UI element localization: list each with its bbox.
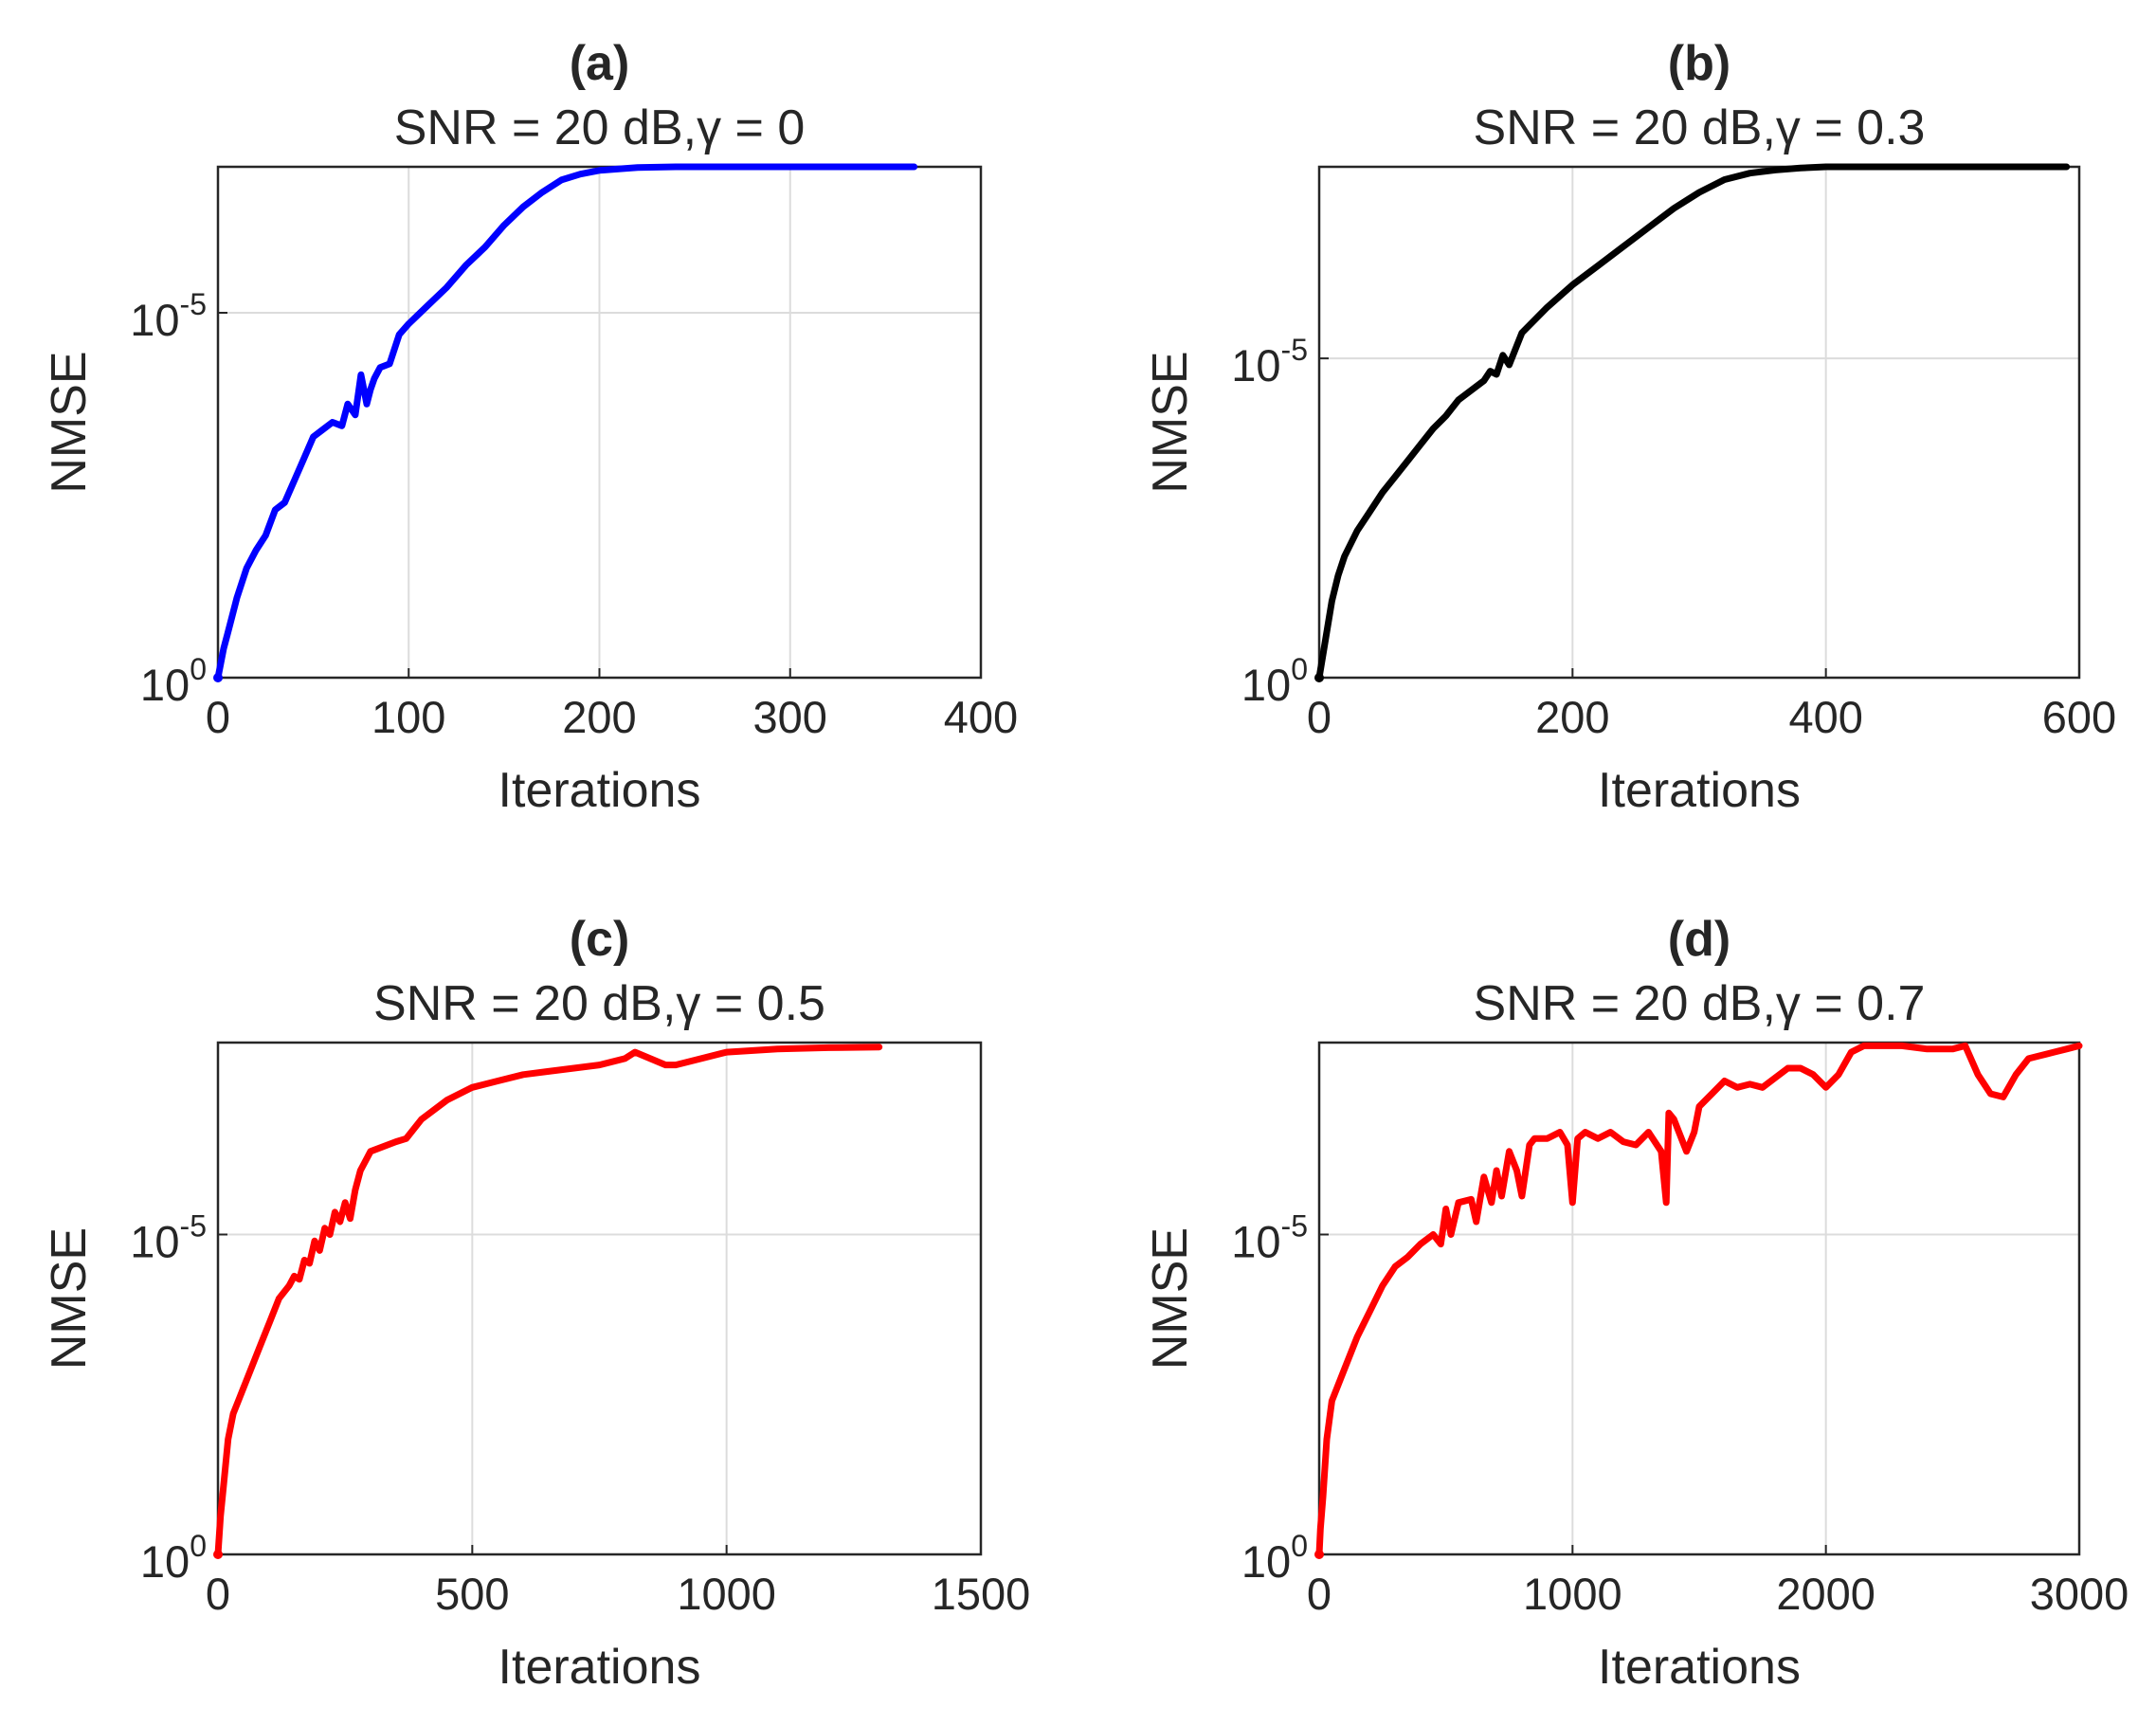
panel-label: (a)	[570, 36, 630, 91]
y-tick-exponent: -5	[1281, 1209, 1308, 1244]
x-axis-label: Iterations	[1598, 1640, 1801, 1695]
series-start-point	[213, 673, 223, 682]
y-tick-label: 10-5	[1231, 1209, 1308, 1267]
series-start-point	[213, 1550, 223, 1559]
series-line-0	[1315, 163, 2071, 681]
x-axis-label: Iterations	[498, 1640, 701, 1695]
y-tick-exponent: -5	[180, 287, 207, 321]
x-tick-label: 0	[1307, 692, 1332, 742]
y-tick-exponent: -5	[180, 1209, 207, 1244]
y-axis-label: NMSE	[1143, 1227, 1198, 1370]
x-tick-label: 400	[944, 692, 1018, 742]
x-tick-label: 500	[435, 1569, 509, 1619]
y-tick-base: 10	[140, 660, 190, 710]
y-tick-exponent: 0	[1291, 652, 1308, 686]
chart-title: SNR = 20 dB,γ = 0.3	[1474, 100, 1926, 155]
x-tick-label: 2000	[1776, 1569, 1875, 1619]
x-tick-label: 0	[1307, 1569, 1332, 1619]
chart-title: SNR = 20 dB,γ = 0.5	[373, 976, 825, 1031]
y-tick-base: 10	[1231, 340, 1280, 390]
x-tick-label: 0	[206, 1569, 230, 1619]
y-tick-label: 10-5	[130, 1209, 207, 1267]
series-start-point	[1314, 673, 1324, 682]
plot-frame	[216, 165, 983, 680]
subplot-a: (a)SNR = 20 dB,γ = 00 100 200 300 40010010-5…	[42, 36, 1018, 818]
x-tick-label: 100	[371, 692, 445, 742]
panel-label: (b)	[1668, 36, 1730, 91]
y-tick-base: 10	[1241, 660, 1291, 710]
y-tick-base: 10	[130, 295, 179, 345]
y-tick-label: 100	[140, 652, 207, 710]
y-tick-exponent: 0	[1291, 1529, 1308, 1563]
x-tick-label: 1000	[1523, 1569, 1622, 1619]
y-tick-base: 10	[1231, 1217, 1280, 1267]
x-axis-label: Iterations	[1598, 763, 1801, 818]
series-line-0	[1315, 1042, 2083, 1558]
y-tick-label: 100	[140, 1529, 207, 1587]
x-tick-label: 1500	[932, 1569, 1031, 1619]
subplot-d: (d)SNR = 20 dB,γ = 0.70 1000 2000 300010010…	[1143, 912, 2129, 1695]
y-tick-exponent: -5	[1281, 333, 1308, 367]
y-tick-exponent: 0	[190, 652, 207, 686]
x-tick-label: 200	[562, 692, 636, 742]
series-line-0	[214, 1044, 883, 1558]
x-tick-label: 200	[1535, 692, 1609, 742]
chart-title: SNR = 20 dB,γ = 0	[394, 100, 806, 155]
x-axis-label: Iterations	[498, 763, 701, 818]
plot-frame	[1317, 1041, 2081, 1556]
y-tick-exponent: 0	[190, 1529, 207, 1563]
y-tick-label: 10-5	[130, 287, 207, 345]
y-tick-base: 10	[140, 1536, 190, 1587]
y-tick-label: 100	[1241, 1529, 1308, 1587]
y-tick-base: 10	[130, 1217, 179, 1267]
x-tick-label: 400	[1788, 692, 1862, 742]
x-tick-label: 600	[2042, 692, 2116, 742]
y-axis-label: NMSE	[1143, 351, 1198, 493]
plot-frame	[1317, 165, 2081, 680]
x-tick-label: 0	[206, 692, 230, 742]
y-tick-base: 10	[1241, 1536, 1291, 1587]
panel-label: (d)	[1668, 912, 1730, 967]
subplot-c: (c)SNR = 20 dB,γ = 0.50 500 1000 150010010-…	[42, 912, 1030, 1695]
x-tick-label: 3000	[2030, 1569, 2129, 1619]
plot-frame	[216, 1041, 983, 1556]
x-tick-label: 1000	[677, 1569, 776, 1619]
y-tick-label: 10-5	[1231, 333, 1308, 390]
x-tick-label: 300	[753, 692, 827, 742]
y-axis-label: NMSE	[42, 351, 97, 493]
subplot-b: (b)SNR = 20 dB,γ = 0.30 200 400 60010010-5I…	[1143, 36, 2116, 818]
y-tick-label: 100	[1241, 652, 1308, 710]
chart-title: SNR = 20 dB,γ = 0.7	[1474, 976, 1926, 1031]
panel-label: (c)	[570, 912, 630, 967]
series-line-0	[214, 163, 918, 681]
y-axis-label: NMSE	[42, 1227, 97, 1370]
series-start-point	[1314, 1550, 1324, 1559]
